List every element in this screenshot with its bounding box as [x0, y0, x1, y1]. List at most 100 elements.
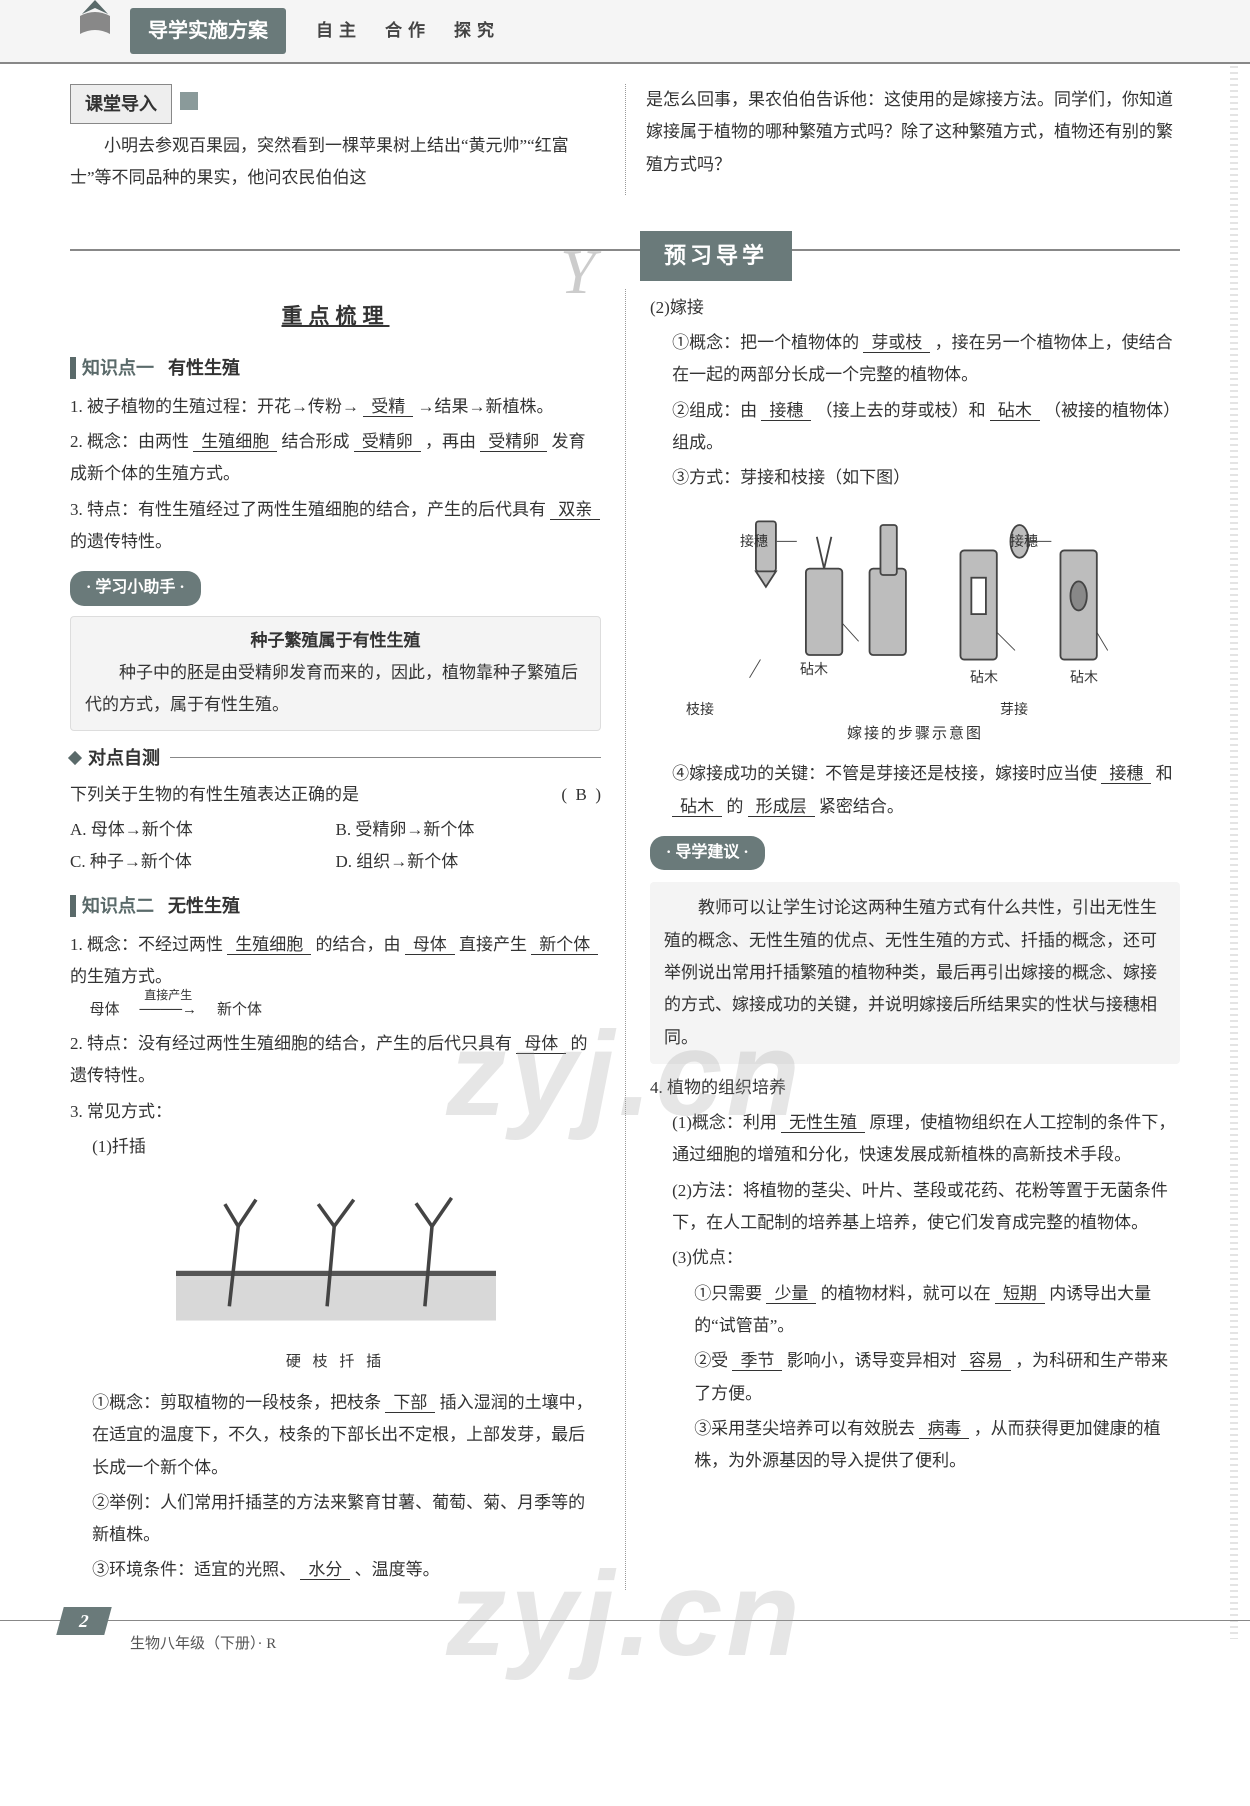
blank: 母体 — [516, 1034, 566, 1054]
blank: 短期 — [995, 1284, 1045, 1304]
kp2-i3-1: (1)扦插 — [70, 1131, 601, 1163]
t: 的遗传特性。 — [70, 532, 172, 551]
t: （接上去的芽或枝）和 — [816, 401, 986, 420]
guide-box: 教师可以让学生讨论这两种生殖方式有什么共性，引出无性生殖的概念、无性生殖的优点、… — [650, 882, 1180, 1063]
lbl-zhenmu-3: 砧木 — [1070, 666, 1098, 693]
t: 1. 被子植物的生殖过程：开花→传粉→ — [70, 397, 359, 416]
t: ④嫁接成功的关键：不管是芽接还是枝接，嫁接时应当使 — [672, 764, 1097, 783]
t: ②组成：由 — [672, 401, 757, 420]
blank: 生殖细胞 — [193, 432, 277, 452]
t: 的 — [726, 797, 743, 816]
t: 、温度等。 — [355, 1560, 440, 1579]
t: 的生殖方式。 — [70, 967, 172, 986]
cutting-diagram-icon — [156, 1173, 516, 1333]
pr: ) — [595, 785, 601, 804]
kp1-label: 知识点一 — [82, 351, 154, 385]
lbl-yajie: 芽接 — [1000, 698, 1028, 725]
tissue-2: (2)方法：将植物的茎尖、叶片、茎段或花药、花粉等置于无菌条件下，在人工配制的培… — [650, 1175, 1180, 1240]
selftest-label: 对点自测 — [88, 741, 160, 775]
tissue-head: 4. 植物的组织培养 — [650, 1072, 1180, 1104]
t: 直接产生 — [459, 935, 527, 954]
right-column: (2)嫁接 ①概念：把一个植物体的 芽或枝 ，接在另一个植物体上，使结合在一起的… — [625, 289, 1180, 1590]
guide-pill: · 导学建议 · — [650, 836, 765, 870]
blank: 季节 — [732, 1351, 782, 1371]
t: ①概念：剪取植物的一段枝条，把枝条 — [92, 1393, 381, 1412]
tissue-3-1: ①只需要 少量 的植物材料，就可以在 短期 内诱导出大量的“试管苗”。 — [650, 1278, 1180, 1343]
blank: 下部 — [385, 1393, 435, 1413]
lbl-jiesui-2: 接穗 — [1010, 530, 1038, 557]
tissue-3: (3)优点： — [650, 1242, 1180, 1274]
tissue-3-3: ③采用茎尖培养可以有效脱去 病毒 ，从而获得更加健康的植株，为外源基因的导入提供… — [650, 1413, 1180, 1478]
intro-right: 是怎么回事，果农伯伯告诉他：这使用的是嫁接方法。同学们，你知道嫁接属于植物的哪种… — [625, 84, 1180, 195]
intro-left: 课堂导入 小明去参观百果园，突然看到一棵苹果树上结出“黄元帅”“红富士”等不同品… — [70, 84, 625, 195]
graft-c2: ②组成：由 接穗 （接上去的芽或枝）和 砧木 （被接的植物体）组成。 — [650, 395, 1180, 460]
t: 3. 特点：有性生殖经过了两性生殖细胞的结合，产生的后代具有 — [70, 500, 546, 519]
da: 母体 — [90, 1002, 120, 1018]
arrow-icon — [180, 92, 198, 110]
assist-box: 种子繁殖属于有性生殖 种子中的胚是由受精卵发育而来的，因此，植物靠种子繁殖后代的… — [70, 616, 601, 731]
blank: 受精卵 — [354, 432, 421, 452]
blank: 水分 — [300, 1560, 350, 1580]
blank: 无性生殖 — [781, 1113, 865, 1133]
blank: 接穗 — [1101, 764, 1151, 784]
blank: 受精 — [363, 397, 413, 417]
kp-bar-icon — [70, 357, 76, 379]
t: 2. 特点：没有经过两性生殖细胞的结合，产生的后代只具有 — [70, 1034, 512, 1053]
t: 结合形成 — [282, 432, 350, 451]
t: 和 — [1156, 764, 1173, 783]
pl: ( — [561, 785, 567, 804]
blank: 容易 — [961, 1351, 1011, 1371]
kp2-label: 知识点二 — [82, 889, 154, 923]
kp1-item3: 3. 特点：有性生殖经过了两性生殖细胞的结合，产生的后代具有 双亲 的遗传特性。 — [70, 494, 601, 559]
blank: 接穗 — [761, 401, 811, 421]
assist-pill: · 学习小助手 · — [70, 571, 201, 605]
footer: 2 生物八年级（下册）· R — [0, 1620, 1250, 1659]
page-number: 2 — [56, 1607, 112, 1635]
graft-head: (2)嫁接 — [650, 292, 1180, 324]
blank: 生殖细胞 — [227, 935, 311, 955]
subhead-bar — [170, 757, 601, 758]
blank: 双亲 — [550, 500, 600, 520]
footer-text: 生物八年级（下册）· R — [130, 1636, 276, 1652]
binding拿边 — [1230, 30, 1238, 1639]
header-subtitle: 自主 合作 探究 — [316, 15, 500, 47]
kp2-diagram: 母体 直接产生 ────→ 新个体 — [70, 996, 601, 1025]
blank: 受精卵 — [480, 432, 547, 452]
kp1-title: 有性生殖 — [168, 351, 240, 385]
diamond-icon — [68, 751, 82, 765]
knowledge-point-2-head: 知识点二 无性生殖 — [70, 889, 601, 923]
kp1-item2: 2. 概念：由两性 生殖细胞 结合形成 受精卵 ，再由 受精卵 发育成新个体的生… — [70, 426, 601, 491]
t: 的结合，由 — [316, 935, 401, 954]
optD: D. 组织→新个体 — [336, 846, 602, 878]
graft-c4: ④嫁接成功的关键：不管是芽接还是枝接，嫁接时应当使 接穗 和 砧木 的 形成层 … — [650, 758, 1180, 823]
t: 下列关于生物的有性生殖表达正确的是 — [70, 785, 359, 804]
kp2-3-1-3: ③环境条件：适宜的光照、 水分 、温度等。 — [70, 1554, 601, 1586]
t: →结果→新植株。 — [418, 397, 554, 416]
kp2-i2: 2. 特点：没有经过两性生殖细胞的结合，产生的后代只具有 母体 的遗传特性。 — [70, 1028, 601, 1093]
main-columns: 重点梳理 知识点一 有性生殖 1. 被子植物的生殖过程：开花→传粉→ 受精 →结… — [0, 289, 1250, 1590]
blank: 少量 — [766, 1284, 816, 1304]
optC: C. 种子→新个体 — [70, 846, 336, 878]
arrow-label: 直接产生 — [123, 984, 213, 1007]
selftest-head: 对点自测 — [70, 741, 601, 775]
blank: 芽或枝 — [863, 333, 930, 353]
blank: 形成层 — [748, 797, 815, 817]
lbl-zhenmu-2: 砧木 — [970, 666, 998, 693]
blank: 砧木 — [990, 401, 1040, 421]
mcq-paren: ( B ) — [561, 779, 601, 811]
kp2-title: 无性生殖 — [168, 889, 240, 923]
intro-right-text: 是怎么回事，果农伯伯告诉他：这使用的是嫁接方法。同学们，你知道嫁接属于植物的哪种… — [646, 84, 1180, 181]
t: 影响小，诱导变异相对 — [787, 1351, 957, 1370]
t: ，再由 — [425, 432, 476, 451]
blank: 病毒 — [919, 1419, 969, 1439]
t: ③环境条件：适宜的光照、 — [92, 1560, 296, 1579]
t: 紧密结合。 — [819, 797, 904, 816]
header-title: 导学实施方案 — [130, 8, 286, 54]
t: ②受 — [694, 1351, 728, 1370]
kp2-i3: 3. 常见方式： — [70, 1096, 601, 1128]
knowledge-point-1-head: 知识点一 有性生殖 — [70, 351, 601, 385]
tissue-3-2: ②受 季节 影响小，诱导变异相对 容易 ，为科研和生产带来了方便。 — [650, 1345, 1180, 1410]
kp2-3-1-1: ①概念：剪取植物的一段枝条，把枝条 下部 插入湿润的土壤中，在适宜的温度下，不久… — [70, 1387, 601, 1484]
optA: A. 母体→新个体 — [70, 814, 336, 846]
t: 的植物材料，就可以在 — [821, 1284, 991, 1303]
